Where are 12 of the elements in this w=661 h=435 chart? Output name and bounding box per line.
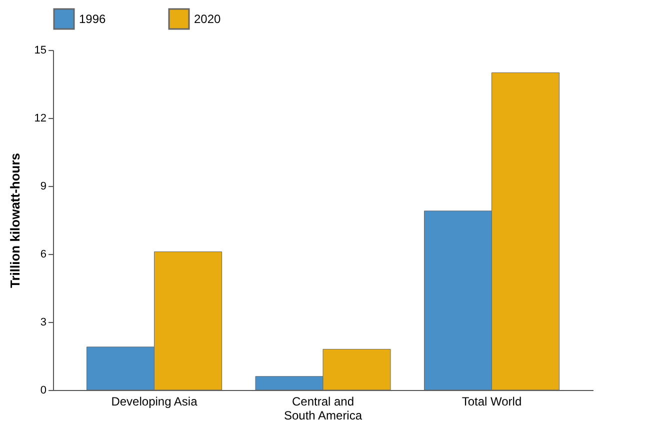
y-tick-label: 9 [40, 180, 46, 192]
x-tick-label: Total World [462, 394, 522, 408]
x-tick-label: Central and South America [284, 394, 362, 422]
y-tick-label: 3 [40, 316, 46, 328]
y-tick-label: 0 [40, 384, 46, 396]
y-tick-label: 15 [34, 44, 46, 56]
x-tick-label: Developing Asia [111, 394, 198, 408]
y-tick-label: 6 [40, 248, 46, 260]
y-axis-title: Trillion kilowatt-hours [7, 152, 22, 288]
y-tick-label: 12 [34, 112, 46, 124]
legend-label: 1996 [79, 12, 106, 26]
legend-label: 2020 [194, 12, 222, 26]
